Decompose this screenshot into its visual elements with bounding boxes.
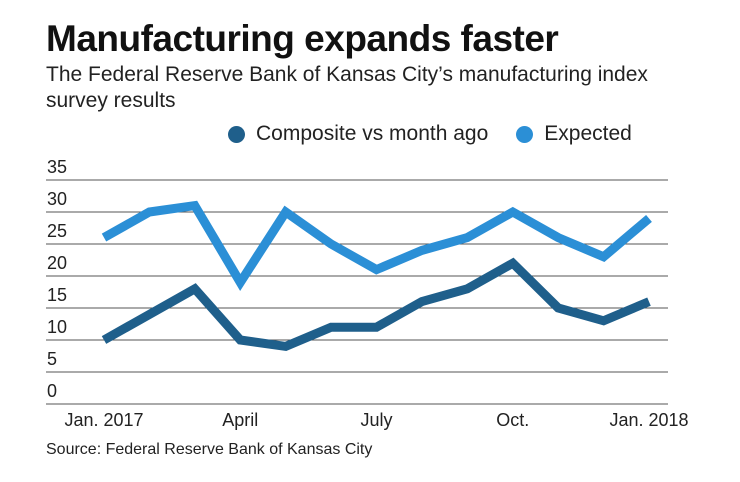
y-tick-label-20: 20: [47, 253, 67, 273]
y-tick-label-15: 15: [47, 285, 67, 305]
y-tick-label-5: 5: [47, 349, 57, 369]
legend-marker-composite: [228, 125, 245, 143]
chart-subtitle: The Federal Reserve Bank of Kansas City’…: [46, 63, 648, 112]
legend-label-composite: Composite vs month ago: [256, 122, 489, 145]
legend-item-expected: Expected: [516, 122, 632, 146]
legend-label-expected: Expected: [544, 122, 632, 145]
x-tick-label-0: Jan. 2017: [64, 410, 143, 430]
y-tick-label-10: 10: [47, 317, 67, 337]
y-tick-label-25: 25: [47, 221, 67, 241]
x-tick-label-4: Jan. 2018: [609, 410, 688, 430]
y-tick-label-30: 30: [47, 189, 67, 209]
legend: Composite vs month ago Expected: [228, 122, 660, 146]
source-note: Source: Federal Reserve Bank of Kansas C…: [46, 441, 373, 458]
x-tick-label-3: Oct.: [496, 410, 529, 430]
legend-item-composite: Composite vs month ago: [228, 122, 488, 146]
chart-title: Manufacturing expands faster: [46, 18, 559, 59]
series-line-composite: [101, 257, 651, 352]
x-tick-label-2: July: [360, 410, 392, 430]
x-tick-label-1: April: [222, 410, 258, 430]
legend-marker-expected: [516, 125, 534, 143]
series-line-expected: [101, 200, 652, 291]
y-tick-label-35: 35: [47, 157, 67, 177]
y-tick-label-0: 0: [47, 381, 57, 401]
